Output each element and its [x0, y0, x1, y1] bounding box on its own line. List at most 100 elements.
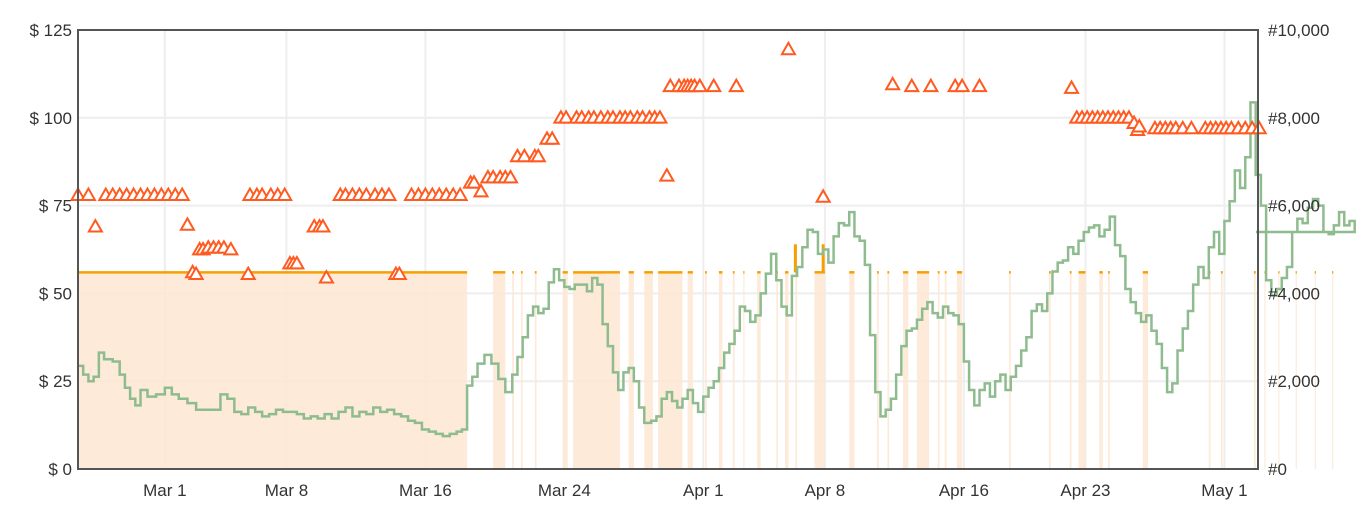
x-axis-tick-label: Apr 8 — [805, 481, 846, 500]
right-axis-tick-label: #0 — [1268, 460, 1287, 479]
price-triangle-marker[interactable] — [658, 167, 676, 182]
x-axis-tick-label: Mar 24 — [538, 481, 591, 500]
amazon-price-fill — [757, 272, 761, 469]
price-triangle-marker[interactable] — [288, 255, 306, 270]
amazon-price-fill — [1099, 272, 1103, 469]
price-triangle-marker[interactable] — [240, 265, 257, 280]
amazon-price-fill — [1314, 272, 1316, 469]
amazon-price-fill — [705, 272, 707, 469]
amazon-price-fill — [687, 272, 693, 469]
price-triangle-marker[interactable] — [1063, 79, 1080, 94]
price-triangle-marker[interactable] — [814, 188, 832, 203]
amazon-price-fill — [1295, 272, 1297, 469]
price-triangle-marker[interactable] — [530, 147, 547, 163]
amazon-price-fill — [644, 272, 653, 469]
x-axis-tick-label: Mar 16 — [399, 481, 452, 500]
price-triangle-marker[interactable] — [922, 77, 940, 93]
price-triangle-marker[interactable] — [557, 109, 575, 124]
amazon-price-fill — [718, 272, 723, 469]
price-triangle-marker[interactable] — [80, 186, 97, 201]
amazon-price-fill — [534, 272, 537, 469]
amazon-price-fill — [1108, 272, 1110, 469]
price-triangle-marker[interactable] — [953, 77, 971, 93]
right-axis-labels: #0 #2,000 #4,000 #6,000 #8,000 #10,000 — [1268, 21, 1329, 479]
amazon-price-fill — [1208, 272, 1211, 469]
left-axis-tick-label: $ 25 — [39, 372, 72, 391]
price-triangle-marker[interactable] — [516, 147, 533, 163]
amazon-price-fill — [776, 272, 779, 469]
left-axis-tick-label: $ 50 — [39, 284, 72, 303]
price-triangle-marker[interactable] — [780, 40, 797, 56]
left-axis-tick-label: $ 125 — [29, 21, 72, 40]
amazon-price-fill — [1253, 272, 1256, 469]
amazon-price-fill — [520, 272, 523, 469]
price-triangle-marker[interactable] — [1250, 119, 1268, 135]
amazon-price-fill — [658, 272, 683, 469]
amazon-price-fill — [795, 272, 798, 469]
amazon-price-fill — [1142, 272, 1148, 469]
amazon-price-fill — [956, 272, 963, 469]
price-triangle-marker[interactable] — [472, 183, 490, 198]
price-triangle-marker[interactable] — [187, 265, 205, 280]
price-triangle-marker[interactable] — [971, 77, 988, 93]
price-triangle-marker[interactable] — [728, 77, 745, 93]
amazon-price-area — [78, 244, 1334, 469]
right-axis-tick-label: #4,000 — [1268, 284, 1320, 303]
price-triangle-marker[interactable] — [502, 168, 519, 184]
price-triangle-marker[interactable] — [884, 75, 901, 91]
price-triangle-marker[interactable] — [276, 186, 293, 201]
price-triangle-marker[interactable] — [222, 240, 240, 256]
x-axis-tick-label: Apr 1 — [683, 481, 724, 500]
amazon-price-fill — [814, 272, 825, 469]
left-axis-tick-label: $ 100 — [29, 109, 72, 128]
price-triangle-marker[interactable] — [1131, 118, 1148, 133]
amazon-price-fill — [877, 272, 879, 469]
amazon-price-fill — [903, 272, 909, 469]
right-axis-tick-label: #10,000 — [1268, 21, 1329, 40]
price-triangle-marker[interactable] — [179, 216, 196, 231]
price-triangle-marker[interactable] — [451, 186, 469, 201]
price-triangle-marker[interactable] — [903, 77, 920, 93]
x-axis-tick-label: Apr 16 — [939, 481, 989, 500]
price-triangle-marker[interactable] — [318, 269, 335, 284]
price-triangle-marker[interactable] — [391, 265, 408, 280]
price-triangle-marker[interactable] — [705, 77, 722, 93]
amazon-price-fill — [628, 272, 634, 469]
price-triangle-marker[interactable] — [691, 77, 709, 93]
x-axis-labels: Mar 1 Mar 8 Mar 16 Mar 24 Apr 1 Apr 8 Apr 16 Ap… — [143, 481, 1247, 500]
sales-rank-line — [78, 101, 1356, 438]
price-triangle-marker[interactable] — [651, 109, 669, 124]
price-triangle-marker[interactable] — [380, 186, 398, 201]
amazon-price-fill — [512, 272, 514, 469]
amazon-price-fill — [573, 272, 607, 469]
amazon-price-fill — [1220, 272, 1223, 469]
left-axis-tick-label: $ 75 — [39, 197, 72, 216]
right-axis-tick-label: #8,000 — [1268, 109, 1320, 128]
amazon-price-fill — [1264, 272, 1266, 469]
left-axis-labels: $ 0 $ 25 $ 50 $ 75 $ 100 $ 125 — [29, 21, 72, 479]
price-triangle-marker[interactable] — [87, 218, 104, 233]
price-triangle-marker[interactable] — [1183, 119, 1200, 135]
right-axis-tick-label: #2,000 — [1268, 372, 1320, 391]
amazon-price-fill — [1078, 272, 1086, 469]
amazon-price-fill — [887, 272, 890, 469]
price-triangle-marker[interactable] — [543, 130, 561, 145]
price-markers — [69, 40, 1268, 284]
amazon-price-fill — [732, 272, 735, 469]
price-triangle-marker[interactable] — [314, 218, 332, 233]
plot-frame — [77, 29, 1259, 470]
left-axis-tick-label: $ 0 — [48, 460, 72, 479]
price-triangle-marker[interactable] — [465, 174, 483, 189]
rank-step-path — [78, 101, 1356, 438]
x-axis-tick-label: Apr 23 — [1060, 481, 1110, 500]
price-triangle-marker[interactable] — [173, 186, 191, 201]
amazon-price-fill — [1009, 272, 1011, 469]
amazon-price-fill — [944, 272, 947, 469]
amazon-price-fill — [937, 272, 940, 469]
amazon-price-fill — [849, 272, 855, 469]
amazon-price-fill — [562, 272, 568, 469]
amazon-price-fill — [78, 272, 468, 469]
amazon-price-fill — [1278, 272, 1280, 469]
amazon-price-fill — [743, 272, 745, 469]
